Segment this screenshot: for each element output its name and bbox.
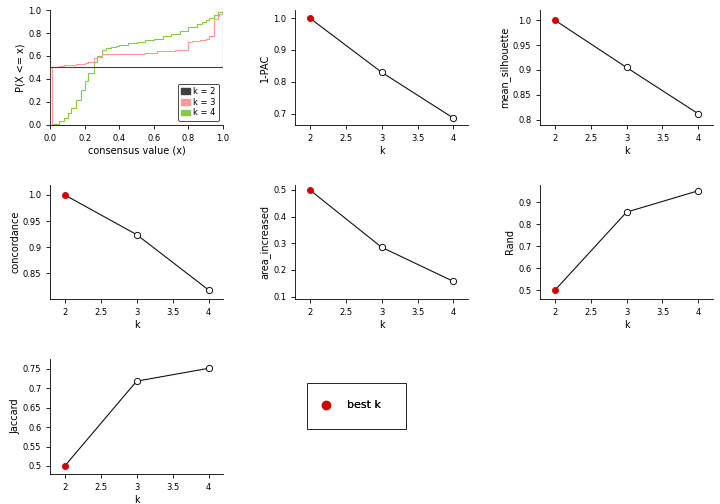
Y-axis label: P(X <= x): P(X <= x) bbox=[15, 43, 25, 92]
X-axis label: k: k bbox=[379, 320, 384, 330]
Y-axis label: Jaccard: Jaccard bbox=[10, 399, 20, 434]
Legend: k = 2, k = 3, k = 4: k = 2, k = 3, k = 4 bbox=[178, 84, 219, 120]
FancyBboxPatch shape bbox=[307, 383, 406, 429]
Text: best k: best k bbox=[347, 400, 381, 410]
X-axis label: consensus value (x): consensus value (x) bbox=[88, 146, 186, 156]
X-axis label: k: k bbox=[379, 146, 384, 156]
Y-axis label: concordance: concordance bbox=[10, 211, 20, 273]
X-axis label: k: k bbox=[624, 146, 629, 156]
X-axis label: k: k bbox=[624, 320, 629, 330]
Text: best k: best k bbox=[347, 400, 381, 410]
Y-axis label: 1-PAC: 1-PAC bbox=[261, 53, 270, 82]
X-axis label: k: k bbox=[134, 494, 140, 504]
Y-axis label: mean_silhouette: mean_silhouette bbox=[499, 27, 510, 108]
Y-axis label: area_increased: area_increased bbox=[259, 205, 270, 279]
Y-axis label: Rand: Rand bbox=[505, 229, 516, 255]
X-axis label: k: k bbox=[134, 320, 140, 330]
